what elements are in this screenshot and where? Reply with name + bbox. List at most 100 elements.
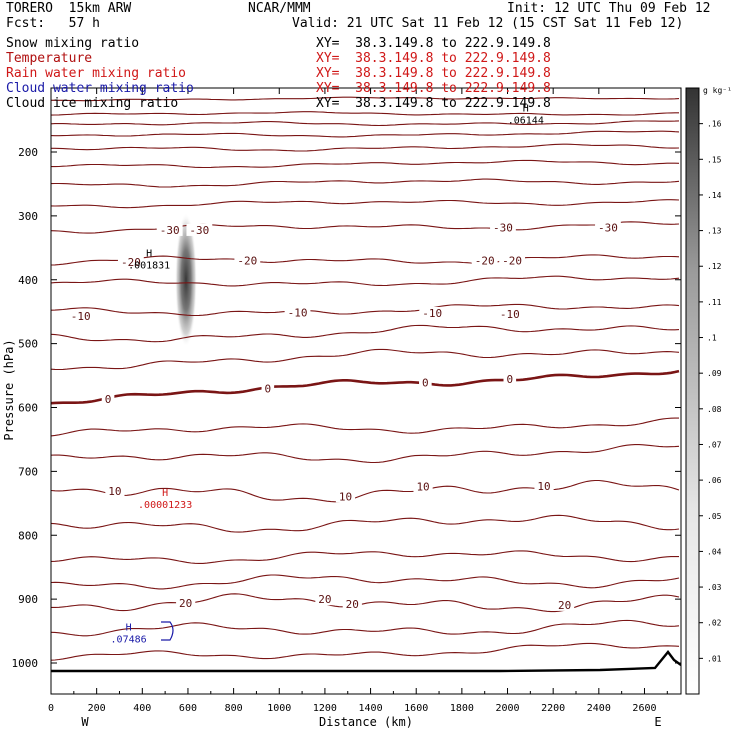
x-tick-label: 800	[225, 703, 243, 714]
x-axis: 0 200 400 600 800 1000 1200 1400 1600 1800 2000 220…	[48, 88, 668, 714]
isotherm-label: -20	[502, 255, 522, 268]
legend-cloud-ice-xy: XY= 38.3.149.8 to 222.9.149.8	[316, 96, 551, 111]
ground-surface-line	[51, 650, 681, 673]
y-tick-label: 600	[18, 402, 38, 415]
isotherm-line	[51, 619, 680, 637]
isotherm-label-bg	[419, 376, 432, 389]
isotherm-label-bg	[176, 596, 196, 609]
legend-rain-xy: XY= 38.3.149.8 to 222.9.149.8	[316, 66, 551, 81]
isotherm-label-bg	[554, 598, 575, 611]
isotherm-label-bg	[156, 223, 183, 236]
isotherm-label: 10	[108, 485, 121, 498]
colorbar-tick-label: .05	[707, 512, 722, 521]
colorbar-tick-label: .14	[707, 191, 722, 200]
isotherm-label: -20	[121, 256, 141, 269]
organization-label: NCAR/MMM	[248, 1, 311, 16]
isotherm-line	[51, 143, 680, 152]
isotherm-label: -30	[493, 221, 513, 234]
legend-cloud-ice-name: Cloud ice mixing ratio	[6, 96, 179, 111]
colorbar-ramp	[685, 87, 700, 695]
isotherm-line	[51, 444, 680, 464]
cloud-water-max-contour	[161, 621, 174, 641]
x-tick-label: 1600	[404, 703, 428, 714]
isotherm-line	[51, 199, 680, 209]
isotherm-line	[51, 221, 680, 234]
isotherm-label-bg	[67, 310, 94, 323]
x-tick-label: 2000	[495, 703, 519, 714]
snow-mixing-ratio-shading	[175, 213, 197, 347]
colorbar-tick-label: .06	[707, 476, 722, 485]
isotherm-line	[51, 159, 680, 169]
x-tick-label: 2600	[632, 703, 656, 714]
isotherm-zero	[51, 369, 680, 405]
legend-snow-xy: XY= 38.3.149.8 to 222.9.149.8	[316, 36, 551, 51]
isotherm-label-bg	[284, 306, 311, 319]
colorbar-tick-label: .03	[707, 583, 722, 592]
isotherm-label: 20	[558, 599, 571, 612]
isotherm-label-bg	[499, 254, 525, 267]
isotherm-label: -30	[189, 224, 209, 237]
isotherm-line	[51, 178, 680, 188]
isotherm-label-bg	[101, 393, 115, 406]
valid-time: Valid: 21 UTC Sat 11 Feb 12 (15 CST Sat …	[292, 16, 684, 31]
isotherm-label: 10	[339, 490, 352, 503]
legend-temperature-name: Temperature	[6, 51, 93, 66]
isotherm-label: -20	[237, 255, 257, 268]
colorbar-tick-label: .07	[707, 440, 722, 449]
colorbar-tick-label: .12	[707, 262, 722, 271]
isotherm-label: 10	[537, 480, 550, 493]
y-tick-label: 1000	[12, 657, 39, 670]
x-tick-label: 2200	[541, 703, 565, 714]
isotherm-line	[51, 479, 680, 503]
cloud-water-contour	[161, 621, 174, 641]
colorbar-tick-label: .09	[707, 369, 722, 378]
isotherm-label-bg	[413, 480, 433, 493]
legend-cloud-water-name: Cloud water mixing ratio	[6, 81, 194, 96]
colorbar-tick-label: .16	[707, 120, 722, 129]
colorbar-tick-label: .04	[707, 547, 722, 556]
isotherm-label: 0	[265, 382, 272, 395]
colorbar-unit: g kg⁻¹	[703, 86, 732, 95]
isotherm-label: 10	[416, 481, 429, 494]
maximum-marker: H	[162, 488, 168, 499]
x-tick-label: 1200	[313, 703, 337, 714]
x-axis-east-label: E	[654, 715, 661, 729]
y-tick-label: 300	[18, 210, 38, 223]
maximum-marker: H	[523, 104, 529, 115]
colorbar-tick-label: .1	[707, 334, 717, 343]
isotherm-label-bg	[117, 255, 144, 268]
plot-frame	[50, 87, 682, 695]
isotherm-label-bg	[534, 480, 554, 493]
x-tick-label: 0	[48, 703, 54, 714]
isotherm-line	[51, 642, 680, 661]
init-time: Init: 12 UTC Thu 09 Feb 12	[507, 1, 711, 16]
maximum-value: .06144	[508, 116, 544, 127]
isotherm-label: -30	[598, 221, 618, 234]
isotherm-line	[51, 593, 680, 613]
isotherm-line	[51, 120, 680, 127]
maximum-value: .07486	[111, 634, 147, 645]
maximum-value: .00001233	[138, 500, 192, 511]
isotherm-label-bg	[335, 490, 356, 503]
colorbar-tick-label: .13	[707, 227, 722, 236]
isotherm-label: 0	[506, 373, 513, 386]
x-tick-label: 1000	[267, 703, 291, 714]
isotherm-line	[51, 111, 679, 116]
forecast-hour: Fcst: 57 h	[6, 16, 100, 31]
isotherm-label-bg	[186, 223, 213, 236]
isotherm-label-bg	[315, 593, 335, 606]
isotherm-label: 20	[179, 597, 192, 610]
isotherm-label-bg	[261, 382, 275, 395]
isotherm-line	[51, 348, 680, 371]
colorbar-tick-label: .15	[707, 155, 722, 164]
y-tick-label: 200	[18, 146, 38, 159]
x-axis-title: Distance (km)	[319, 715, 413, 729]
y-tick-label: 900	[18, 593, 38, 606]
isotherm-label-bg	[503, 372, 517, 385]
isotherm-line	[51, 324, 680, 343]
maximum-value: .001831	[128, 261, 170, 272]
isotherm-label-bg	[496, 308, 523, 321]
model-title: TORERO 15km ARW	[6, 1, 132, 16]
x-tick-label: 400	[133, 703, 151, 714]
colorbar-tick-label: .08	[707, 405, 722, 414]
